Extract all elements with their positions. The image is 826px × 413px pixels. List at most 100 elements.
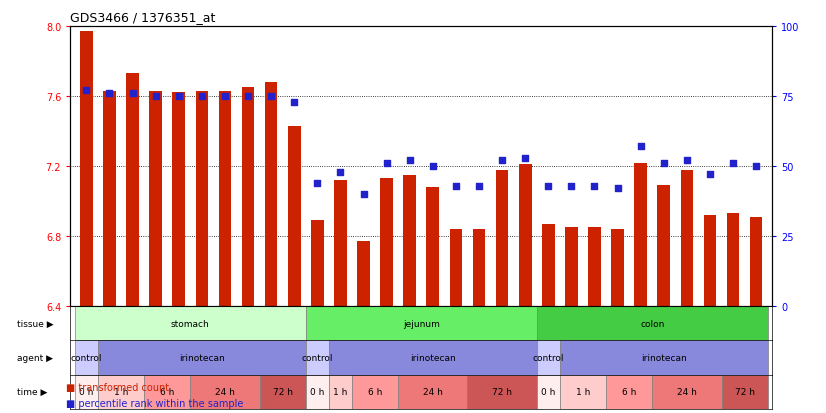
Point [496,158,509,164]
Text: control: control [301,353,333,362]
Bar [403,176,416,306]
Bar [75,306,306,341]
Text: 24 h: 24 h [215,387,235,396]
Bar [542,224,554,306]
Bar [750,217,762,306]
Point [519,155,532,161]
Bar [653,375,721,409]
Point [103,90,116,97]
Bar [150,92,162,306]
Point [681,158,694,164]
Bar [468,375,537,409]
Bar [398,375,468,409]
Text: tissue ▶: tissue ▶ [17,319,54,328]
Bar [560,375,606,409]
Text: ■ percentile rank within the sample: ■ percentile rank within the sample [66,398,244,408]
Point [634,144,648,150]
Point [611,186,624,192]
Text: 72 h: 72 h [492,387,512,396]
Bar [380,179,393,306]
Text: irinotecan: irinotecan [410,353,456,362]
Bar [144,375,190,409]
Bar [426,188,439,306]
Bar [352,375,398,409]
Text: 0 h: 0 h [79,387,93,396]
Bar [329,375,352,409]
Text: 6 h: 6 h [368,387,382,396]
Point [704,172,717,178]
Bar [242,88,254,306]
Point [749,163,762,170]
Point [149,93,162,100]
Text: 6 h: 6 h [622,387,636,396]
Text: 24 h: 24 h [677,387,697,396]
Point [380,161,393,167]
Bar [306,306,537,341]
Text: 0 h: 0 h [310,387,325,396]
Point [449,183,463,190]
Text: irinotecan: irinotecan [179,353,225,362]
Bar [190,375,259,409]
Bar [537,306,767,341]
Text: 24 h: 24 h [423,387,443,396]
Text: irinotecan: irinotecan [641,353,686,362]
Bar [721,375,767,409]
Text: control: control [533,353,564,362]
Text: 6 h: 6 h [160,387,174,396]
Bar [103,92,116,306]
Text: 72 h: 72 h [273,387,292,396]
Text: 72 h: 72 h [734,387,755,396]
Bar [704,216,716,306]
Point [311,180,324,187]
Bar [565,228,577,306]
Bar [126,74,139,306]
Point [726,161,739,167]
Bar [329,341,537,375]
Point [403,158,416,164]
Bar [496,170,509,306]
Bar [80,32,93,306]
Bar [634,163,647,306]
Bar [219,92,231,306]
Bar [681,170,693,306]
Text: colon: colon [640,319,664,328]
Point [241,93,254,100]
Bar [306,375,329,409]
Point [172,93,185,100]
Bar [472,230,486,306]
Text: jejunum: jejunum [403,319,439,328]
Bar [265,83,278,306]
Point [218,93,231,100]
Text: GDS3466 / 1376351_at: GDS3466 / 1376351_at [70,11,216,24]
Point [195,93,208,100]
Bar [449,230,463,306]
Bar [334,180,347,306]
Bar [537,341,560,375]
Text: agent ▶: agent ▶ [17,353,54,362]
Text: ■ transformed count: ■ transformed count [66,382,169,392]
Point [357,191,370,198]
Bar [196,92,208,306]
Bar [75,375,98,409]
Bar [306,341,329,375]
Bar [173,93,185,306]
Point [264,93,278,100]
Point [80,88,93,95]
Bar [311,221,324,306]
Bar [98,375,144,409]
Point [472,183,486,190]
Bar [288,126,301,306]
Point [565,183,578,190]
Bar [259,375,306,409]
Bar [588,228,601,306]
Bar [657,186,670,306]
Bar [727,214,739,306]
Text: 0 h: 0 h [541,387,555,396]
Bar [519,165,532,306]
Text: 1 h: 1 h [114,387,128,396]
Point [426,163,439,170]
Text: time ▶: time ▶ [17,387,48,396]
Bar [357,242,370,306]
Point [542,183,555,190]
Bar [560,341,767,375]
